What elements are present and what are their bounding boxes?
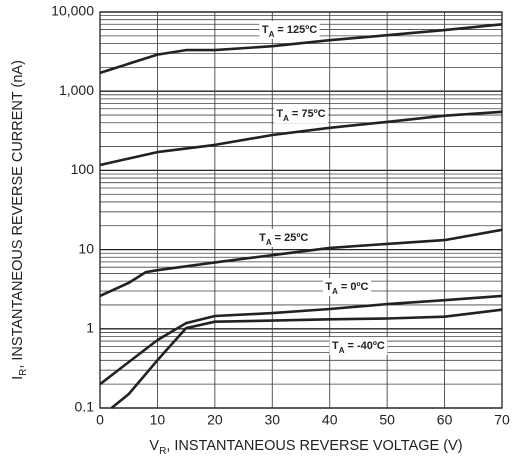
curve-label-symbol: T — [276, 108, 283, 120]
curve-label-name: = 75ºC — [292, 108, 326, 120]
x-axis-label-symbol: V — [149, 438, 159, 454]
curve-label-bg — [273, 105, 329, 123]
curve-label-symbol: T — [262, 24, 269, 36]
curve-label-bg — [322, 278, 371, 296]
x-tick-label: 30 — [264, 412, 280, 428]
curve-label-subscript: A — [266, 238, 272, 247]
curve-label-subscript: A — [339, 346, 345, 355]
x-tick-label: 0 — [96, 412, 104, 428]
curve-label-symbol: T — [325, 281, 332, 293]
curve — [99, 23, 503, 75]
y-axis-label: IR, INSTANTANEOUS REVERSE CURRENT (nA) — [10, 60, 29, 380]
y-tick-label: 100 — [71, 161, 95, 177]
x-tick-label: 70 — [494, 412, 510, 428]
curve-label-subscript: A — [332, 287, 338, 296]
y-axis-label-subscript: R — [18, 369, 29, 376]
y-tick-label: 10,000 — [51, 3, 94, 19]
curve-label: TA = 75ºC — [276, 108, 325, 123]
curve-label: TA = 25ºC — [259, 232, 308, 247]
curve — [99, 294, 503, 386]
x-axis-label-subscript: R — [159, 446, 166, 457]
curve — [99, 110, 503, 167]
curve-label-name: = 0ºC — [341, 281, 369, 293]
y-tick-label: 0.1 — [75, 399, 95, 415]
curve-label-subscript: A — [269, 30, 275, 39]
curve-label-bg — [256, 229, 311, 247]
curve-label-name: = 125ºC — [277, 24, 317, 36]
y-tick-label: 1 — [86, 320, 94, 336]
curve-label-name: = 25ºC — [275, 232, 309, 244]
curve-label-name: = -40ºC — [348, 340, 385, 352]
y-axis-label-symbol: I — [10, 376, 26, 380]
curve-label-bg — [329, 337, 388, 355]
y-tick-label: 10 — [78, 240, 94, 256]
curve — [99, 228, 503, 298]
x-tick-label: 50 — [379, 412, 395, 428]
curve-label: TA = -40ºC — [332, 340, 385, 355]
x-tick-label: 20 — [207, 412, 223, 428]
y-axis-label-text: , INSTANTANEOUS REVERSE CURRENT (nA) — [10, 60, 26, 369]
curve-label-bg — [259, 21, 320, 39]
curve — [110, 308, 503, 410]
y-tick-label: 1,000 — [59, 82, 94, 98]
curve-label: TA = 125ºC — [262, 24, 317, 39]
curve-label-symbol: T — [332, 340, 339, 352]
x-axis-label: VR, INSTANTANEOUS REVERSE VOLTAGE (V) — [149, 438, 462, 457]
x-axis-label-text: , INSTANTANEOUS REVERSE VOLTAGE (V) — [166, 438, 462, 454]
curve-label-symbol: T — [259, 232, 266, 244]
plot-frame — [99, 11, 503, 409]
x-tick-label: 10 — [150, 412, 166, 428]
x-tick-label: 60 — [437, 412, 453, 428]
curve-label: TA = 0ºC — [325, 281, 368, 296]
curve-label-subscript: A — [283, 114, 289, 123]
x-tick-label: 40 — [322, 412, 338, 428]
